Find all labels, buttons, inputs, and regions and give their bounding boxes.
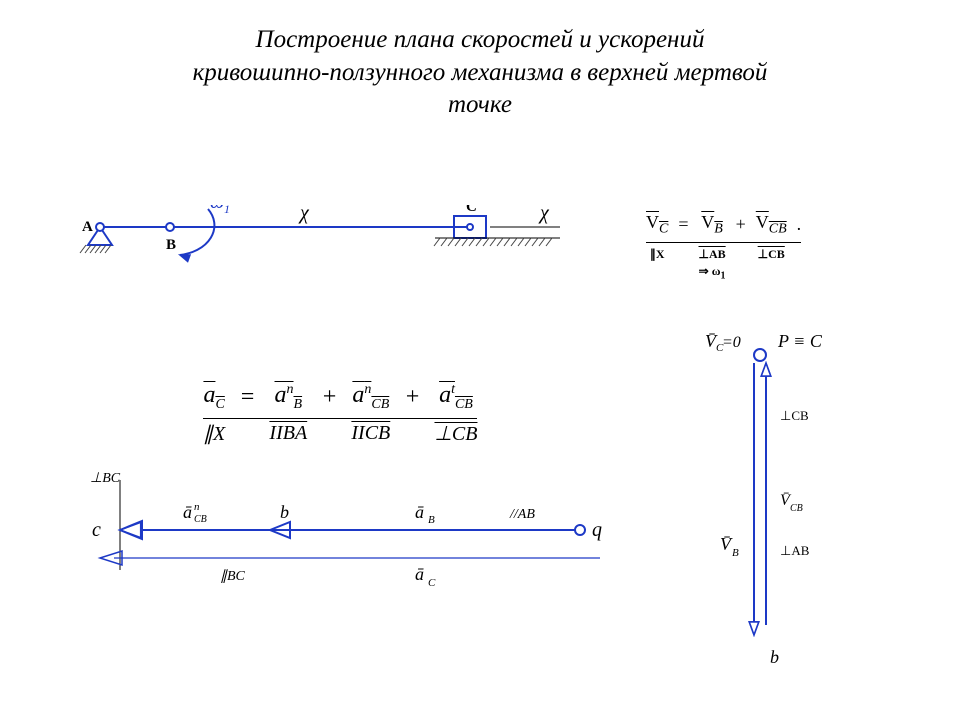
- svg-text:χ: χ: [538, 205, 550, 224]
- page-title: Построение плана скоростей и ускорений к…: [0, 0, 960, 122]
- svg-text:b: b: [770, 647, 779, 667]
- svg-text:n: n: [194, 501, 200, 513]
- svg-text:χ: χ: [298, 205, 310, 224]
- under-vb-omega: ⇒ ω1: [695, 264, 730, 281]
- svg-text://AB: //AB: [509, 507, 535, 522]
- svg-text:P ≡ C: P ≡ C: [777, 331, 823, 351]
- svg-text:ā: ā: [415, 502, 424, 522]
- svg-text:A: A: [82, 219, 93, 235]
- vcb-bar: VCB: [756, 212, 787, 232]
- title-line-1: Построение плана скоростей и ускорений: [256, 26, 705, 53]
- svg-text:c: c: [92, 519, 101, 541]
- title-line-3: точке: [448, 91, 512, 118]
- svg-text:B: B: [428, 514, 435, 526]
- velocity-equation: VC = VB + VCB . ∥X ⊥AB ⊥CB ⇒ ω1: [640, 210, 807, 283]
- svg-text:∥BC: ∥BC: [220, 569, 246, 584]
- svg-text:CB: CB: [194, 514, 207, 525]
- svg-text:C: C: [466, 205, 477, 215]
- velocity-plan: V̄C=0P ≡ C⊥CBV̄CBV̄B⊥ABb: [700, 325, 900, 685]
- svg-text:C: C: [428, 577, 436, 589]
- title-line-2: кривошипно-ползунного механизма в верхне…: [193, 59, 768, 86]
- acceleration-plan: ⊥BCcqānCBbāB//AB∥BCāC: [60, 470, 630, 610]
- under-acbn: IICB: [351, 422, 390, 444]
- under-vb: ⊥AB: [695, 247, 730, 262]
- ac-bar: aC: [203, 382, 224, 408]
- vb-bar: VB: [701, 212, 723, 232]
- under-ac: ∥X: [197, 421, 231, 446]
- svg-text:1: 1: [224, 205, 230, 216]
- acceleration-equation: aC = anB + anCB + atCB ∥X IIBA IICB ⊥CB: [195, 380, 485, 448]
- svg-text:=0: =0: [722, 334, 741, 351]
- svg-text:B: B: [732, 547, 739, 559]
- svg-text:CB: CB: [790, 503, 803, 514]
- svg-text:q: q: [592, 519, 602, 541]
- acbn-bar: anCB: [352, 382, 389, 408]
- mechanism-diagram: A B Cω1 χ χ: [40, 205, 600, 285]
- vc-bar: VC: [646, 212, 668, 232]
- under-vcb: ⊥CB: [752, 247, 791, 262]
- svg-text:ω: ω: [210, 205, 224, 213]
- svg-text:ā: ā: [183, 502, 192, 522]
- svg-text:⊥CB: ⊥CB: [780, 408, 809, 423]
- abn-bar: anB: [275, 382, 303, 408]
- under-acbt: ⊥CB: [434, 423, 477, 445]
- under-vc: ∥X: [642, 247, 672, 262]
- svg-text:B: B: [166, 237, 176, 253]
- svg-text:⊥BC: ⊥BC: [90, 471, 121, 486]
- svg-text:⊥AB: ⊥AB: [780, 543, 810, 558]
- acbt-bar: atCB: [439, 382, 473, 408]
- under-abn: IIBA: [269, 422, 307, 444]
- svg-text:ā: ā: [415, 564, 424, 584]
- svg-text:b: b: [280, 502, 289, 522]
